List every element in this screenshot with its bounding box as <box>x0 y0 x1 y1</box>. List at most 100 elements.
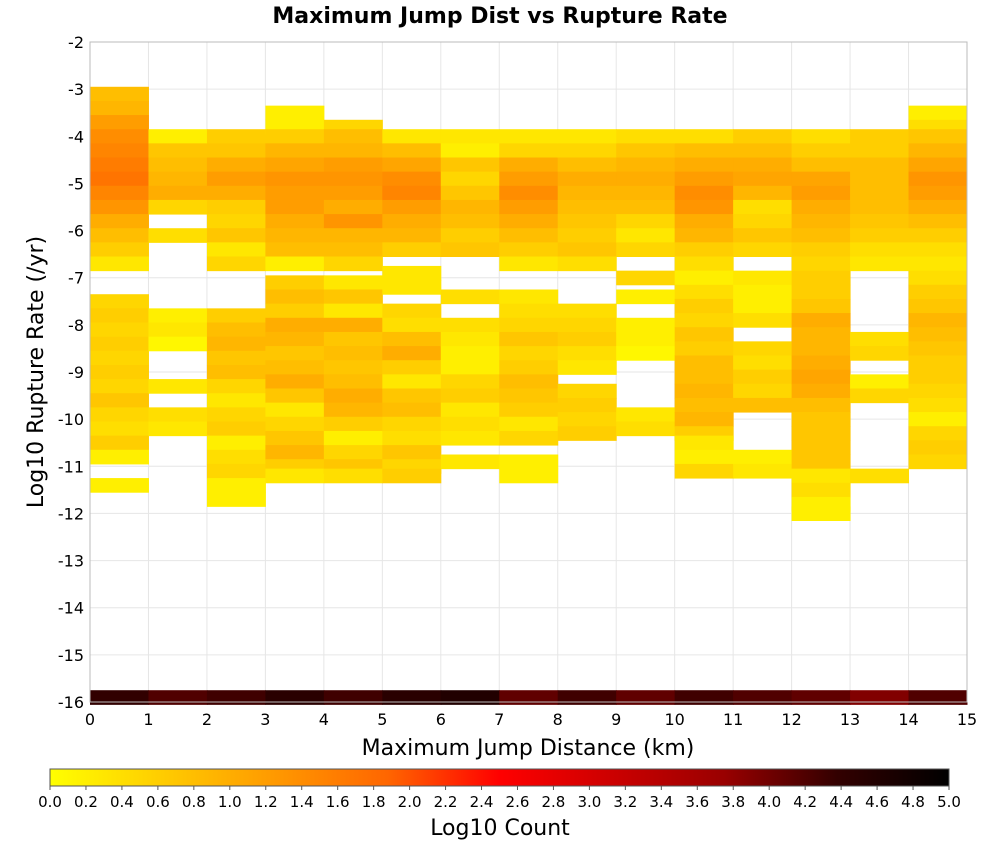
heatmap-cell <box>908 341 968 356</box>
colorbar-tick-label: 3.4 <box>649 793 673 811</box>
heatmap-cell <box>791 143 851 158</box>
heatmap-cell <box>733 313 793 328</box>
colorbar-tick-label: 3.2 <box>613 793 637 811</box>
heatmap-cell <box>674 129 734 144</box>
heatmap-cell <box>908 228 968 243</box>
x-tick-label: 13 <box>840 710 860 729</box>
heatmap-cell <box>148 185 208 201</box>
heatmap-cell <box>90 478 149 493</box>
heatmap-cell <box>382 445 442 460</box>
heatmap-cell <box>791 228 851 243</box>
heatmap-cell <box>557 185 617 201</box>
heatmap-cell <box>674 143 734 158</box>
heatmap-cell <box>908 199 968 215</box>
heatmap-cell <box>206 407 266 422</box>
heatmap-cell <box>206 690 266 705</box>
heatmap-cell <box>382 317 442 333</box>
x-tick-label: 15 <box>957 710 977 729</box>
heatmap-cell <box>674 270 734 286</box>
heatmap-cell <box>440 171 500 187</box>
heatmap-cell <box>557 228 617 243</box>
heatmap-cell <box>323 388 383 404</box>
heatmap-cell <box>908 397 968 413</box>
heatmap-cell <box>674 463 734 479</box>
heatmap-cell <box>148 322 208 338</box>
heatmap-cell <box>382 690 442 705</box>
heatmap-cell <box>148 129 208 144</box>
heatmap-cell <box>440 228 500 243</box>
colorbar-tick-label: 0.0 <box>38 793 62 811</box>
y-tick-label: -8 <box>68 316 84 335</box>
heatmap-cell <box>850 129 910 144</box>
heatmap-cell <box>908 313 968 328</box>
heatmap-cell <box>733 171 793 187</box>
heatmap-cell <box>440 430 500 446</box>
x-tick-label: 0 <box>85 710 95 729</box>
heatmap-cell <box>733 463 793 479</box>
heatmap-cell <box>616 317 676 333</box>
heatmap-cell <box>791 482 851 498</box>
heatmap-cell <box>791 214 851 229</box>
heatmap-cell <box>791 369 851 385</box>
heatmap-cell <box>323 199 383 215</box>
heatmap-cell <box>323 331 383 347</box>
heatmap-cell <box>908 284 968 300</box>
heatmap-cell <box>499 289 559 305</box>
heatmap-cell <box>850 242 910 257</box>
heatmap-cell <box>674 298 734 314</box>
heatmap-cell <box>499 331 559 347</box>
heatmap-cell <box>323 256 383 272</box>
heatmap-cell <box>557 331 617 347</box>
heatmap-cell <box>850 331 910 347</box>
heatmap-cell <box>791 313 851 328</box>
heatmap-cell <box>206 393 266 408</box>
heatmap-cell <box>265 374 325 389</box>
x-tick-label: 7 <box>494 710 504 729</box>
heatmap-cell <box>616 421 676 437</box>
y-tick-label: -5 <box>68 174 84 193</box>
heatmap-cell <box>323 289 383 305</box>
heatmap-cell <box>323 402 383 418</box>
heatmap-cell <box>674 256 734 272</box>
heatmap-cell <box>90 185 149 201</box>
heatmap-cell <box>440 331 500 347</box>
heatmap-cell <box>908 105 968 121</box>
colorbar-tick-label: 0.6 <box>146 793 170 811</box>
heatmap-cell <box>265 430 325 446</box>
heatmap-cell <box>382 402 442 418</box>
x-tick-label: 1 <box>143 710 153 729</box>
heatmap-cell <box>382 280 442 295</box>
heatmap-cell <box>908 440 968 455</box>
heatmap-cell <box>323 346 383 361</box>
heatmap-cell <box>90 407 149 422</box>
heatmap-cell <box>206 214 266 229</box>
heatmap-cell <box>674 412 734 427</box>
colorbar-tick-label: 1.6 <box>326 793 350 811</box>
heatmap-cell <box>148 407 208 422</box>
heatmap-cell <box>382 430 442 446</box>
heatmap-cell <box>557 171 617 187</box>
heatmap-cell <box>791 690 851 705</box>
heatmap-cell <box>791 242 851 257</box>
heatmap-cell <box>557 317 617 333</box>
heatmap-cell <box>674 242 734 257</box>
heatmap-cell <box>206 143 266 158</box>
heatmap-cell <box>850 690 910 705</box>
heatmap-cell <box>850 374 910 389</box>
heatmap-cell <box>323 360 383 375</box>
heatmap-cell <box>499 256 559 272</box>
heatmap-cell <box>499 199 559 215</box>
heatmap-cell <box>265 690 325 705</box>
heatmap-cell <box>265 129 325 144</box>
heatmap-cell <box>382 303 442 319</box>
heatmap-cell <box>674 341 734 356</box>
heatmap-cell <box>733 228 793 243</box>
heatmap-cell <box>616 289 676 305</box>
heatmap-cell <box>791 270 851 286</box>
heatmap-cell <box>557 129 617 144</box>
heatmap-cell <box>733 397 793 413</box>
colorbar-tick-label: 4.2 <box>793 793 817 811</box>
colorbar-tick-label: 0.4 <box>110 793 134 811</box>
y-tick-label: -14 <box>58 599 84 618</box>
heatmap-cell <box>499 690 559 705</box>
